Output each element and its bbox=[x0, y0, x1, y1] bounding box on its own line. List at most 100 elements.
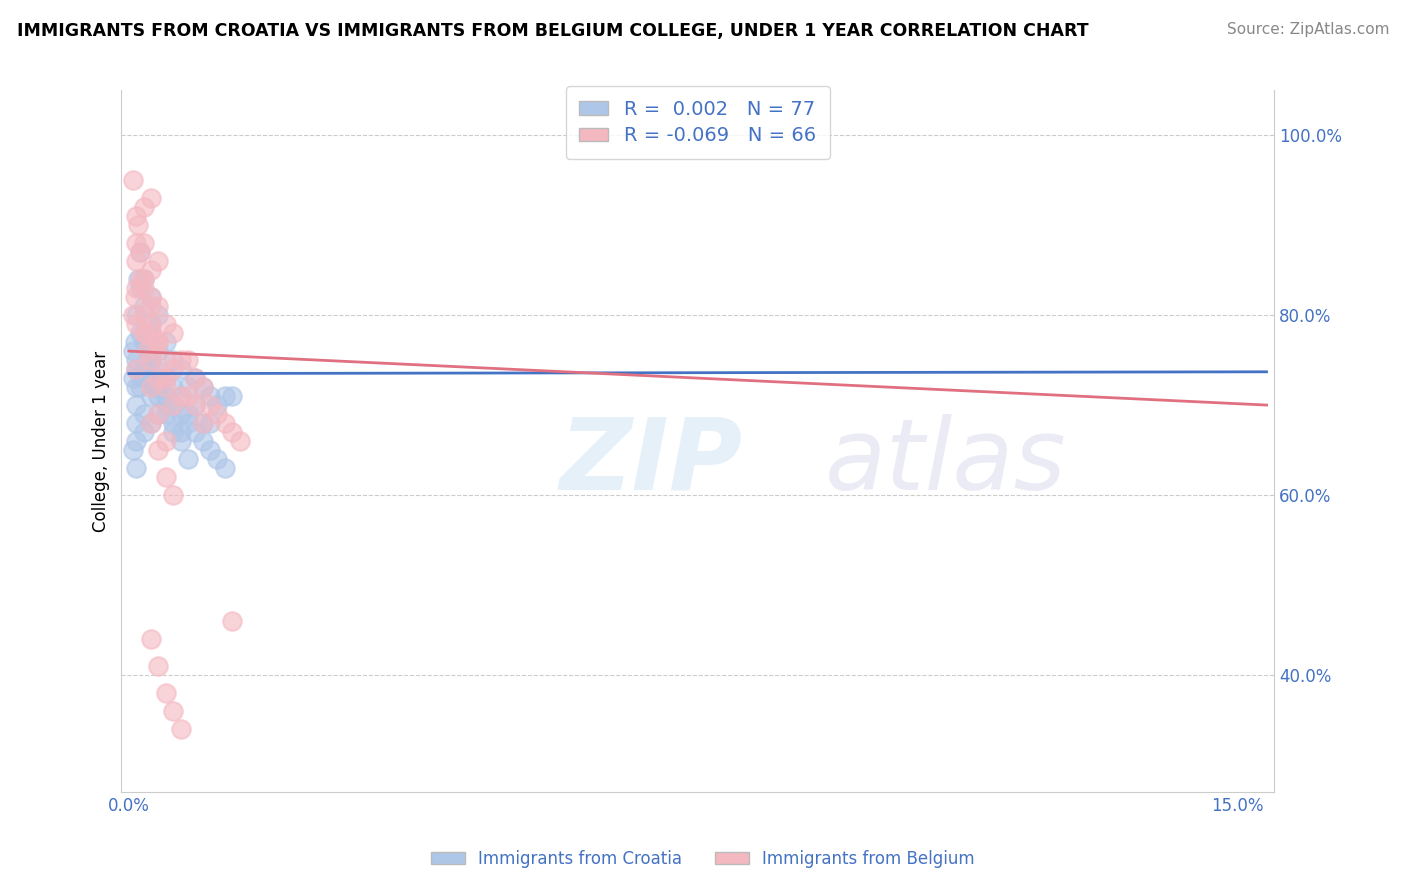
Point bbox=[132, 362, 155, 376]
Point bbox=[155, 371, 177, 385]
Point bbox=[139, 371, 162, 385]
Point bbox=[125, 353, 148, 368]
Point bbox=[191, 380, 214, 394]
Point bbox=[143, 362, 166, 376]
Text: Source: ZipAtlas.com: Source: ZipAtlas.com bbox=[1226, 22, 1389, 37]
Point bbox=[169, 362, 191, 376]
Point bbox=[155, 407, 177, 421]
Point bbox=[125, 281, 148, 295]
Point bbox=[169, 407, 191, 421]
Point bbox=[148, 380, 170, 394]
Point bbox=[162, 326, 184, 340]
Point bbox=[148, 407, 170, 421]
Point bbox=[207, 398, 229, 412]
Point bbox=[214, 389, 236, 403]
Point bbox=[162, 398, 184, 412]
Point bbox=[124, 335, 146, 350]
Y-axis label: College, Under 1 year: College, Under 1 year bbox=[93, 351, 110, 532]
Point bbox=[155, 686, 177, 700]
Legend: Immigrants from Croatia, Immigrants from Belgium: Immigrants from Croatia, Immigrants from… bbox=[425, 844, 981, 875]
Point bbox=[121, 308, 143, 322]
Point bbox=[169, 722, 191, 736]
Point bbox=[191, 416, 214, 430]
Text: atlas: atlas bbox=[824, 414, 1066, 510]
Point bbox=[125, 362, 148, 376]
Point bbox=[148, 254, 170, 268]
Point bbox=[124, 290, 146, 304]
Point bbox=[139, 263, 162, 277]
Point bbox=[155, 398, 177, 412]
Point bbox=[125, 209, 148, 223]
Point bbox=[125, 317, 148, 331]
Point bbox=[139, 389, 162, 403]
Point bbox=[139, 416, 162, 430]
Point bbox=[139, 299, 162, 313]
Point bbox=[162, 362, 184, 376]
Point bbox=[136, 326, 159, 340]
Point bbox=[148, 299, 170, 313]
Point bbox=[155, 389, 177, 403]
Point bbox=[125, 236, 148, 251]
Point bbox=[198, 416, 221, 430]
Point bbox=[207, 452, 229, 467]
Point bbox=[177, 389, 200, 403]
Point bbox=[121, 173, 143, 187]
Point bbox=[132, 326, 155, 340]
Point bbox=[129, 272, 152, 286]
Point bbox=[184, 398, 207, 412]
Point bbox=[228, 434, 250, 448]
Point bbox=[139, 353, 162, 368]
Point bbox=[125, 308, 148, 322]
Point bbox=[155, 353, 177, 368]
Point bbox=[143, 380, 166, 394]
Point bbox=[162, 488, 184, 502]
Point bbox=[132, 281, 155, 295]
Point bbox=[207, 407, 229, 421]
Point bbox=[162, 398, 184, 412]
Point bbox=[129, 245, 152, 260]
Point bbox=[155, 434, 177, 448]
Point bbox=[155, 380, 177, 394]
Point bbox=[221, 389, 243, 403]
Point bbox=[125, 254, 148, 268]
Point bbox=[125, 461, 148, 475]
Point bbox=[184, 371, 207, 385]
Point bbox=[132, 326, 155, 340]
Point bbox=[162, 353, 184, 368]
Point bbox=[139, 344, 162, 359]
Point bbox=[191, 434, 214, 448]
Text: ZIP: ZIP bbox=[560, 414, 742, 510]
Point bbox=[132, 335, 155, 350]
Point bbox=[148, 335, 170, 350]
Point bbox=[148, 344, 170, 359]
Point bbox=[214, 416, 236, 430]
Point bbox=[221, 614, 243, 628]
Point bbox=[155, 335, 177, 350]
Point bbox=[121, 371, 143, 385]
Point bbox=[177, 380, 200, 394]
Point bbox=[184, 371, 207, 385]
Point bbox=[148, 443, 170, 458]
Point bbox=[139, 317, 162, 331]
Point bbox=[155, 317, 177, 331]
Point bbox=[148, 389, 170, 403]
Point bbox=[132, 425, 155, 439]
Point bbox=[169, 353, 191, 368]
Point bbox=[198, 389, 221, 403]
Point bbox=[214, 461, 236, 475]
Point bbox=[127, 219, 149, 233]
Point bbox=[127, 272, 149, 286]
Point bbox=[129, 380, 152, 394]
Point bbox=[129, 281, 152, 295]
Point bbox=[177, 353, 200, 368]
Point bbox=[143, 335, 166, 350]
Point bbox=[132, 326, 155, 340]
Point bbox=[155, 470, 177, 484]
Point bbox=[177, 407, 200, 421]
Point bbox=[148, 371, 170, 385]
Point bbox=[148, 371, 170, 385]
Point bbox=[148, 335, 170, 350]
Legend: R =  0.002   N = 77, R = -0.069   N = 66: R = 0.002 N = 77, R = -0.069 N = 66 bbox=[565, 86, 830, 159]
Point bbox=[139, 353, 162, 368]
Point bbox=[132, 272, 155, 286]
